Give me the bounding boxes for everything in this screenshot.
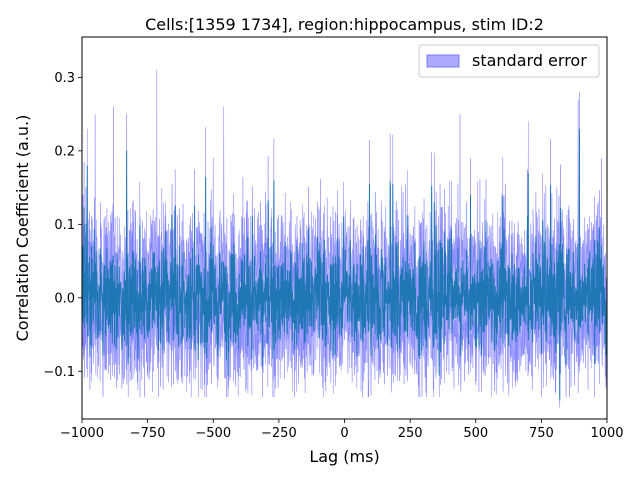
chart-title: Cells:[1359 1734], region:hippocampus, s… bbox=[145, 15, 544, 34]
y-axis: −0.1 0.0 0.1 0.2 0.3 bbox=[43, 71, 82, 380]
x-tick-label: −250 bbox=[261, 426, 297, 441]
y-tick-label: 0.2 bbox=[54, 144, 75, 159]
x-tick-label: 750 bbox=[529, 426, 554, 441]
legend-box bbox=[418, 44, 600, 78]
legend: standard error bbox=[418, 44, 600, 78]
y-tick-label: 0.3 bbox=[54, 71, 75, 86]
y-tick-label: 0.1 bbox=[54, 218, 75, 233]
y-tick-label: 0.0 bbox=[54, 291, 75, 306]
x-tick-label: 1000 bbox=[590, 426, 623, 441]
x-tick-label: 500 bbox=[463, 426, 488, 441]
legend-swatch-standard-error bbox=[426, 54, 460, 68]
x-tick-label: −1000 bbox=[60, 426, 104, 441]
x-tick-label: 0 bbox=[340, 426, 348, 441]
legend-label-standard-error: standard error bbox=[472, 51, 587, 70]
x-tick-label: −750 bbox=[130, 426, 166, 441]
x-axis: −1000 −750 −500 −250 0 250 500 750 1000 bbox=[60, 419, 624, 441]
x-axis-label: Lag (ms) bbox=[309, 447, 379, 466]
correlation-line bbox=[81, 128, 608, 401]
x-tick-label: 250 bbox=[398, 426, 423, 441]
y-axis-label: Correlation Coefficient (a.u.) bbox=[13, 115, 32, 342]
x-tick-label: −500 bbox=[195, 426, 231, 441]
y-tick-label: −0.1 bbox=[43, 365, 75, 380]
